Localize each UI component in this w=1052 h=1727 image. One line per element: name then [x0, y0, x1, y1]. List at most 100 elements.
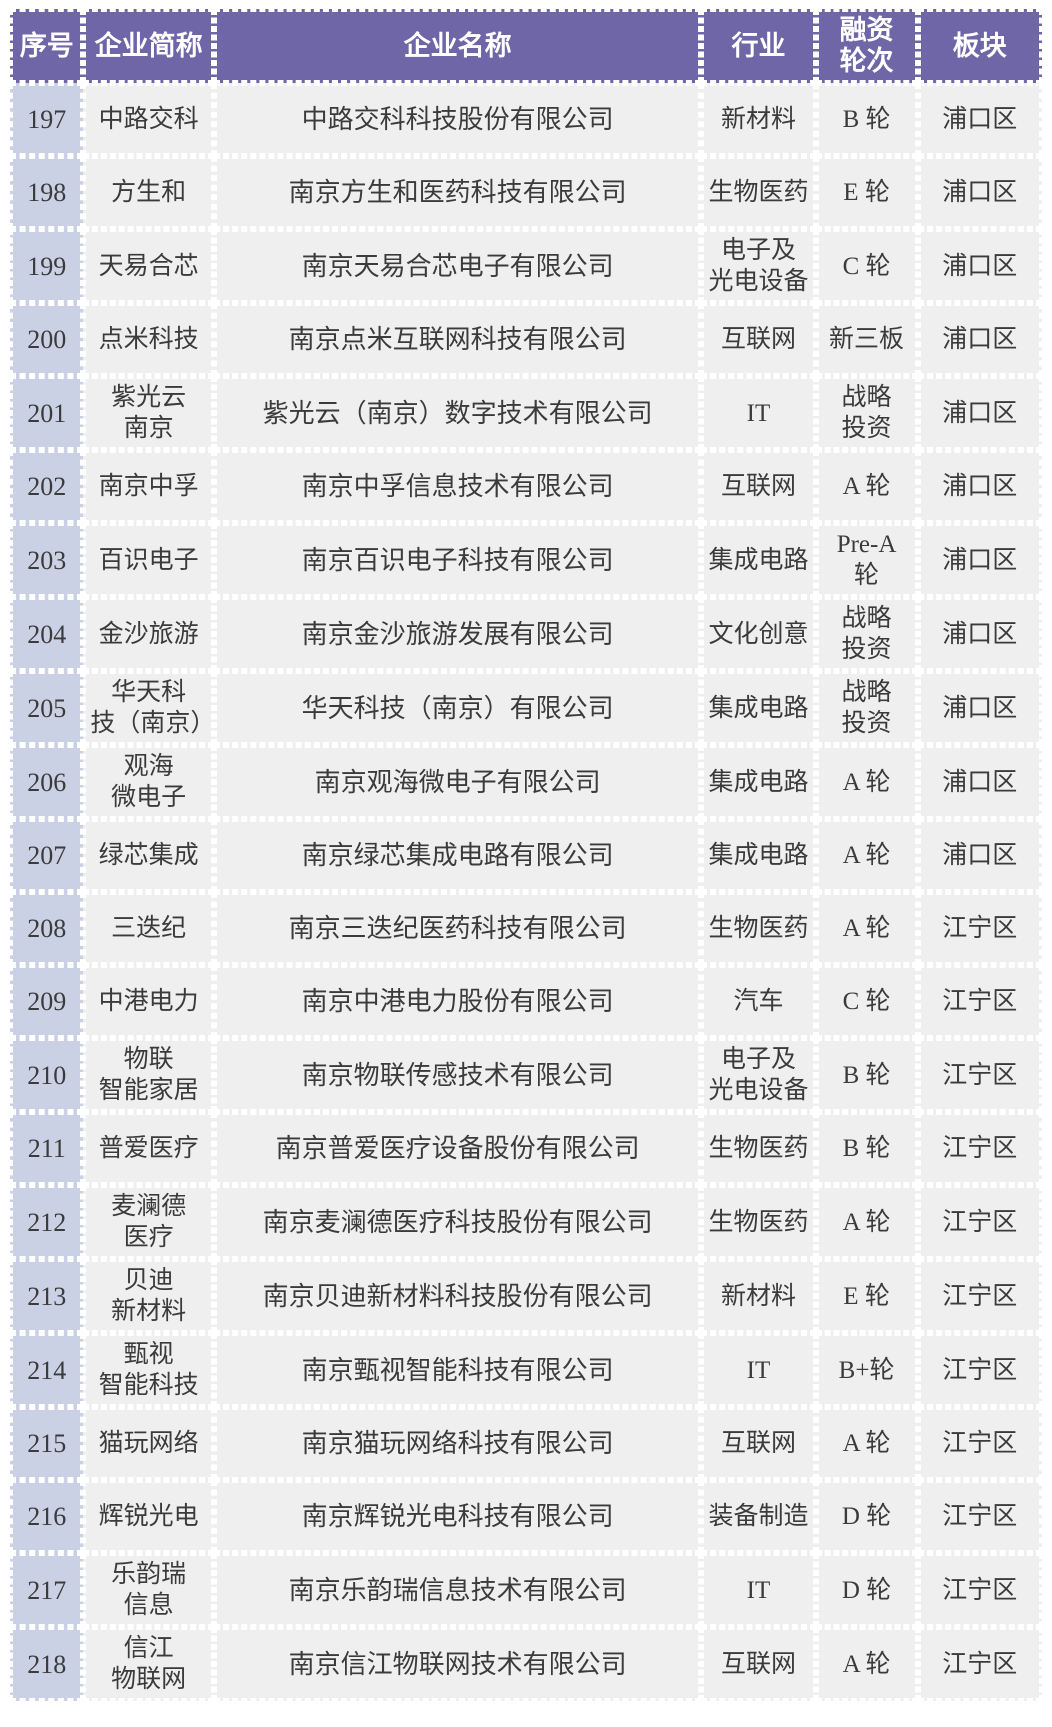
industry-cell: IT: [701, 1333, 816, 1407]
short_name-cell: 金沙旅游: [83, 597, 214, 671]
row-index-cell: 204: [10, 597, 84, 671]
industry-cell: 电子及 光电设备: [701, 229, 816, 303]
row-index-cell: 217: [10, 1553, 84, 1627]
district-cell: 浦口区: [917, 376, 1042, 450]
district-cell: 浦口区: [917, 597, 1042, 671]
funding_round-cell: B 轮: [815, 1112, 918, 1185]
row-index-cell: 210: [10, 1038, 84, 1112]
row-index-cell: 208: [10, 892, 84, 965]
column-header-funding_round: 融资 轮次: [815, 9, 918, 83]
short_name-cell: 中港电力: [83, 965, 214, 1038]
industry-cell: 新材料: [701, 1259, 816, 1333]
industry-cell: 汽车: [701, 965, 816, 1038]
industry-cell: 生物医药: [701, 156, 816, 229]
table-row: 210 物联 智能家居 南京物联传感技术有限公司 电子及 光电设备 B 轮江宁区: [10, 1038, 1042, 1112]
short_name-cell: 方生和: [83, 156, 214, 229]
row-index-cell: 214: [10, 1333, 84, 1407]
short_name-cell: 猫玩网络: [83, 1407, 214, 1480]
table-row: 198 方生和 南京方生和医药科技有限公司 生物医药 E 轮浦口区: [10, 156, 1042, 229]
short_name-cell: 辉锐光电: [83, 1480, 214, 1553]
funding_round-cell: B 轮: [815, 1038, 918, 1112]
short_name-cell: 普爱医疗: [83, 1112, 214, 1185]
funding_round-cell: A 轮: [815, 745, 918, 819]
district-cell: 江宁区: [917, 1627, 1042, 1701]
company-funding-table: 序号 企业简称 企业名称 行业 融资 轮次 板块 197 中路交科 中路交科科技股份有限公司新…: [10, 9, 1042, 1701]
table-row: 204 金沙旅游 南京金沙旅游发展有限公司 文化创意 战略 投资 浦口区: [10, 597, 1042, 671]
industry-cell: 电子及 光电设备: [701, 1038, 816, 1112]
row-index-cell: 215: [10, 1407, 84, 1480]
district-cell: 浦口区: [917, 229, 1042, 303]
table-row: 199 天易合芯 南京天易合芯电子有限公司 电子及 光电设备 C 轮浦口区: [10, 229, 1042, 303]
table-row: 214 甄视 智能科技 南京甄视智能科技有限公司 IT B+轮 江宁区: [10, 1333, 1042, 1407]
district-cell: 江宁区: [917, 1553, 1042, 1627]
funding_round-cell: 战略 投资: [815, 376, 918, 450]
funding_round-cell: A 轮: [815, 819, 918, 892]
full_name-cell: 南京麦澜德医疗科技股份有限公司: [213, 1185, 702, 1259]
district-cell: 浦口区: [917, 450, 1042, 523]
industry-cell: 文化创意: [701, 597, 816, 671]
table-row: 205 华天科 技（南京） 华天科技（南京）有限公司 集成电路 战略 投资 浦口区: [10, 671, 1042, 745]
short_name-cell: 中路交科: [83, 83, 214, 156]
short_name-cell: 贝迪 新材料: [83, 1259, 214, 1333]
district-cell: 浦口区: [917, 671, 1042, 745]
funding_round-cell: A 轮: [815, 1407, 918, 1480]
row-index-cell: 198: [10, 156, 84, 229]
full_name-cell: 南京信江物联网技术有限公司: [213, 1627, 702, 1701]
short_name-cell: 百识电子: [83, 523, 214, 597]
industry-cell: 新材料: [701, 83, 816, 156]
table-row: 215 猫玩网络 南京猫玩网络科技有限公司 互联网 A 轮江宁区: [10, 1407, 1042, 1480]
row-index-cell: 203: [10, 523, 84, 597]
full_name-cell: 南京普爱医疗设备股份有限公司: [213, 1112, 702, 1185]
full_name-cell: 南京甄视智能科技有限公司: [213, 1333, 702, 1407]
row-index-cell: 206: [10, 745, 84, 819]
short_name-cell: 紫光云 南京: [83, 376, 214, 450]
district-cell: 江宁区: [917, 1480, 1042, 1553]
industry-cell: 集成电路: [701, 819, 816, 892]
industry-cell: 互联网: [701, 1627, 816, 1701]
full_name-cell: 南京物联传感技术有限公司: [213, 1038, 702, 1112]
district-cell: 浦口区: [917, 819, 1042, 892]
column-header-district: 板块: [917, 9, 1042, 83]
table-row: 216 辉锐光电 南京辉锐光电科技有限公司 装备制造 D 轮江宁区: [10, 1480, 1042, 1553]
row-index-cell: 212: [10, 1185, 84, 1259]
table-row: 208 三迭纪 南京三迭纪医药科技有限公司 生物医药 A 轮江宁区: [10, 892, 1042, 965]
short_name-cell: 甄视 智能科技: [83, 1333, 214, 1407]
table-row: 203 百识电子 南京百识电子科技有限公司 集成电路 Pre-A 轮浦口区: [10, 523, 1042, 597]
row-index-cell: 201: [10, 376, 84, 450]
district-cell: 江宁区: [917, 1112, 1042, 1185]
column-header-short_name: 企业简称: [83, 9, 214, 83]
funding_round-cell: 战略 投资: [815, 671, 918, 745]
industry-cell: 互联网: [701, 303, 816, 376]
full_name-cell: 南京乐韵瑞信息技术有限公司: [213, 1553, 702, 1627]
row-index-cell: 216: [10, 1480, 84, 1553]
table-row: 218 信江 物联网 南京信江物联网技术有限公司 互联网 A 轮江宁区: [10, 1627, 1042, 1701]
column-header-index: 序号: [10, 9, 84, 83]
table-row: 201 紫光云 南京 紫光云（南京）数字技术有限公司 IT 战略 投资 浦口区: [10, 376, 1042, 450]
table-row: 200 点米科技 南京点米互联网科技有限公司 互联网 新三板 浦口区: [10, 303, 1042, 376]
row-index-cell: 197: [10, 83, 84, 156]
district-cell: 浦口区: [917, 303, 1042, 376]
full_name-cell: 南京金沙旅游发展有限公司: [213, 597, 702, 671]
full_name-cell: 南京辉锐光电科技有限公司: [213, 1480, 702, 1553]
full_name-cell: 南京方生和医药科技有限公司: [213, 156, 702, 229]
table-header: 序号 企业简称 企业名称 行业 融资 轮次 板块: [10, 9, 1042, 83]
row-index-cell: 202: [10, 450, 84, 523]
industry-cell: 装备制造: [701, 1480, 816, 1553]
funding_round-cell: 战略 投资: [815, 597, 918, 671]
industry-cell: 集成电路: [701, 671, 816, 745]
industry-cell: 集成电路: [701, 523, 816, 597]
row-index-cell: 213: [10, 1259, 84, 1333]
industry-cell: IT: [701, 376, 816, 450]
funding_round-cell: D 轮: [815, 1553, 918, 1627]
full_name-cell: 南京绿芯集成电路有限公司: [213, 819, 702, 892]
short_name-cell: 绿芯集成: [83, 819, 214, 892]
full_name-cell: 南京中孚信息技术有限公司: [213, 450, 702, 523]
full_name-cell: 南京贝迪新材料科技股份有限公司: [213, 1259, 702, 1333]
district-cell: 浦口区: [917, 523, 1042, 597]
full_name-cell: 南京百识电子科技有限公司: [213, 523, 702, 597]
table-row: 211 普爱医疗 南京普爱医疗设备股份有限公司 生物医药 B 轮江宁区: [10, 1112, 1042, 1185]
full_name-cell: 南京观海微电子有限公司: [213, 745, 702, 819]
funding_round-cell: A 轮: [815, 892, 918, 965]
table-row: 217 乐韵瑞 信息 南京乐韵瑞信息技术有限公司 IT D 轮江宁区: [10, 1553, 1042, 1627]
